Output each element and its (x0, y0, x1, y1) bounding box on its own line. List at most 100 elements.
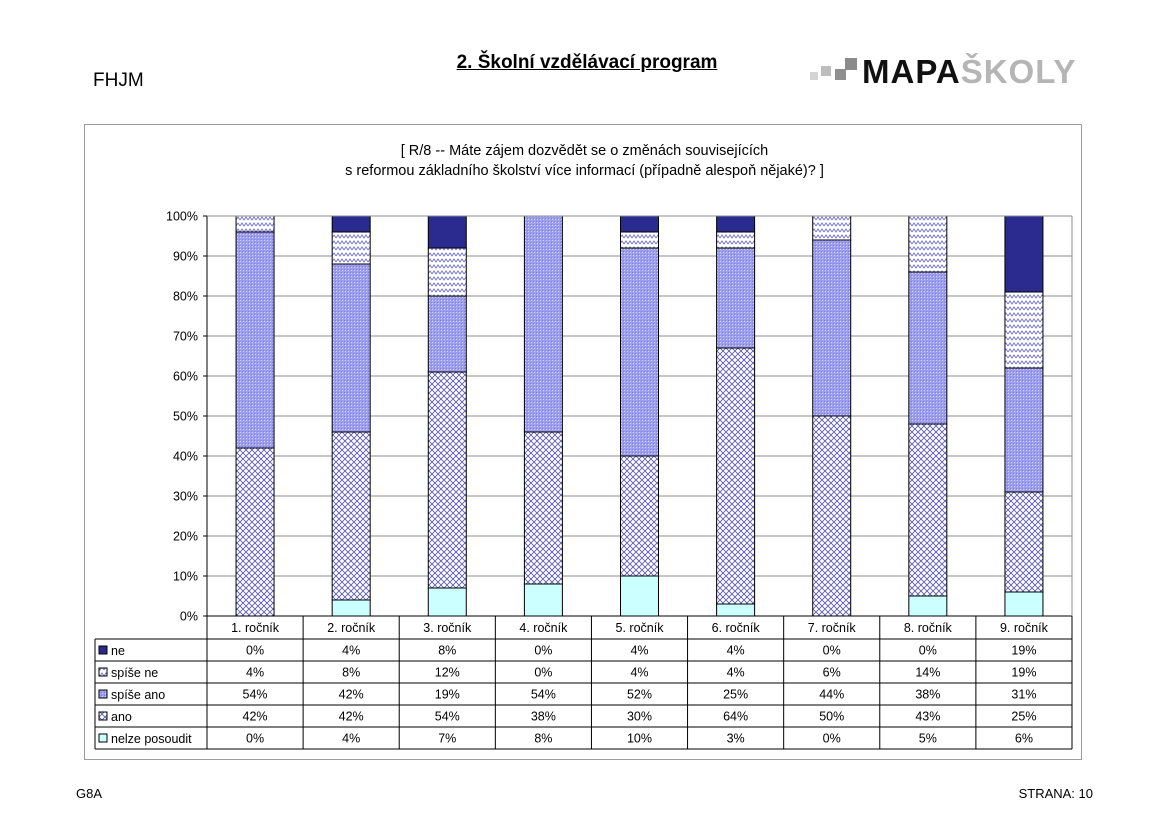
x-category-label: 5. ročník (616, 621, 665, 635)
data-label: 6% (823, 666, 841, 680)
x-category-label: 3. ročník (423, 621, 472, 635)
data-label: 54% (243, 688, 268, 702)
bar-segment (716, 603, 756, 617)
logo-text-dark: MAPA (862, 53, 961, 90)
data-label: 4% (727, 666, 745, 680)
data-label: 25% (1011, 710, 1036, 724)
bar-segment (1004, 215, 1044, 293)
bar-segment (1004, 291, 1044, 369)
bar-segment (523, 431, 563, 585)
legend-label: spíše ano (111, 688, 165, 702)
bar-segment (235, 231, 275, 449)
data-label: 19% (1011, 666, 1036, 680)
data-label: 0% (246, 644, 264, 658)
legend-key (98, 711, 108, 721)
data-label: 19% (435, 688, 460, 702)
bar-segment (427, 215, 467, 249)
data-label: 4% (727, 644, 745, 658)
bar-segment (620, 231, 659, 249)
data-label: 4% (342, 732, 360, 746)
data-label: 6% (1015, 732, 1033, 746)
mapaskoly-logo: MAPAŠKOLY (810, 52, 1075, 90)
data-label: 7% (438, 732, 456, 746)
data-label: 42% (339, 688, 364, 702)
data-label: 54% (531, 688, 556, 702)
data-label: 0% (823, 644, 841, 658)
data-label: 42% (243, 710, 268, 724)
legend-label: ne (111, 644, 125, 658)
chart-frame (84, 124, 1082, 760)
data-label: 10% (627, 732, 652, 746)
logo-square-1 (810, 72, 818, 80)
data-label: 4% (630, 666, 648, 680)
x-category-label: 2. ročník (327, 621, 376, 635)
data-label: 44% (819, 688, 844, 702)
data-label: 12% (435, 666, 460, 680)
chart-title: [ R/8 -- Máte zájem dozvědět se o změnác… (0, 141, 1169, 181)
data-label: 0% (246, 732, 264, 746)
x-category-label: 7. ročník (808, 621, 857, 635)
bar-segment (716, 347, 756, 605)
data-label: 64% (723, 710, 748, 724)
y-tick-label: 10% (173, 570, 198, 584)
legend-key (98, 667, 108, 677)
data-label: 8% (534, 732, 552, 746)
bar-segment (908, 271, 948, 425)
bar-segment (620, 455, 659, 577)
bar-segment (331, 231, 371, 265)
bar-segment (427, 587, 467, 617)
bar-segment (620, 247, 659, 457)
data-label: 31% (1011, 688, 1036, 702)
bar-segment (812, 215, 852, 241)
chart-title-line-1: [ R/8 -- Máte zájem dozvědět se o změnác… (400, 143, 769, 159)
bar-segment (427, 371, 467, 589)
y-tick-label: 40% (173, 450, 198, 464)
x-category-label: 1. ročník (231, 621, 280, 635)
data-label: 5% (919, 732, 937, 746)
bar-segment (427, 295, 467, 373)
data-label: 52% (627, 688, 652, 702)
data-label: 14% (915, 666, 940, 680)
data-label: 42% (339, 710, 364, 724)
bar-segment (620, 215, 659, 233)
data-label: 38% (531, 710, 556, 724)
bar-segment (523, 583, 563, 617)
legend-label: nelze posoudit (111, 732, 192, 746)
bar-segment (1004, 591, 1044, 617)
y-tick-label: 100% (166, 210, 198, 224)
bar-segment (716, 247, 756, 349)
logo-square-4 (845, 58, 857, 70)
page-number: STRANA: 10 (1018, 786, 1093, 801)
bar-segment (235, 447, 275, 617)
school-code: FHJM (93, 70, 144, 91)
data-label: 38% (915, 688, 940, 702)
data-label: 8% (342, 666, 360, 680)
bar-segment (812, 239, 852, 417)
y-tick-label: 80% (173, 290, 198, 304)
bar-segment (716, 231, 756, 249)
bar-segment (427, 247, 467, 297)
bar-segment (523, 215, 563, 433)
bar-segment (620, 575, 659, 617)
data-label: 0% (534, 644, 552, 658)
bar-segment (1004, 491, 1044, 593)
bar-segment (908, 423, 948, 597)
bar-segment (908, 595, 948, 617)
data-label: 30% (627, 710, 652, 724)
x-category-label: 8. ročník (904, 621, 953, 635)
data-label: 8% (438, 644, 456, 658)
y-tick-label: 20% (173, 530, 198, 544)
data-table: 1. ročník 2. ročník 3. ročník 4. ročník 5. r… (94, 616, 1073, 750)
data-label: 43% (915, 710, 940, 724)
chart-title-line-2: s reformou základního školství více info… (345, 163, 824, 179)
y-tick-label: 0% (180, 610, 198, 624)
data-label: 3% (727, 732, 745, 746)
section-title: 2. Školní vzdělávací program (456, 52, 718, 73)
data-label: 25% (723, 688, 748, 702)
bar-segment (235, 215, 275, 233)
legend-key (98, 689, 108, 699)
axis-layer: 0% 10% 20% 30% 40% 50% 60% 70% 80% 90% 100% (166, 210, 1073, 624)
logo-square-3 (835, 69, 846, 80)
data-label: 19% (1011, 644, 1036, 658)
